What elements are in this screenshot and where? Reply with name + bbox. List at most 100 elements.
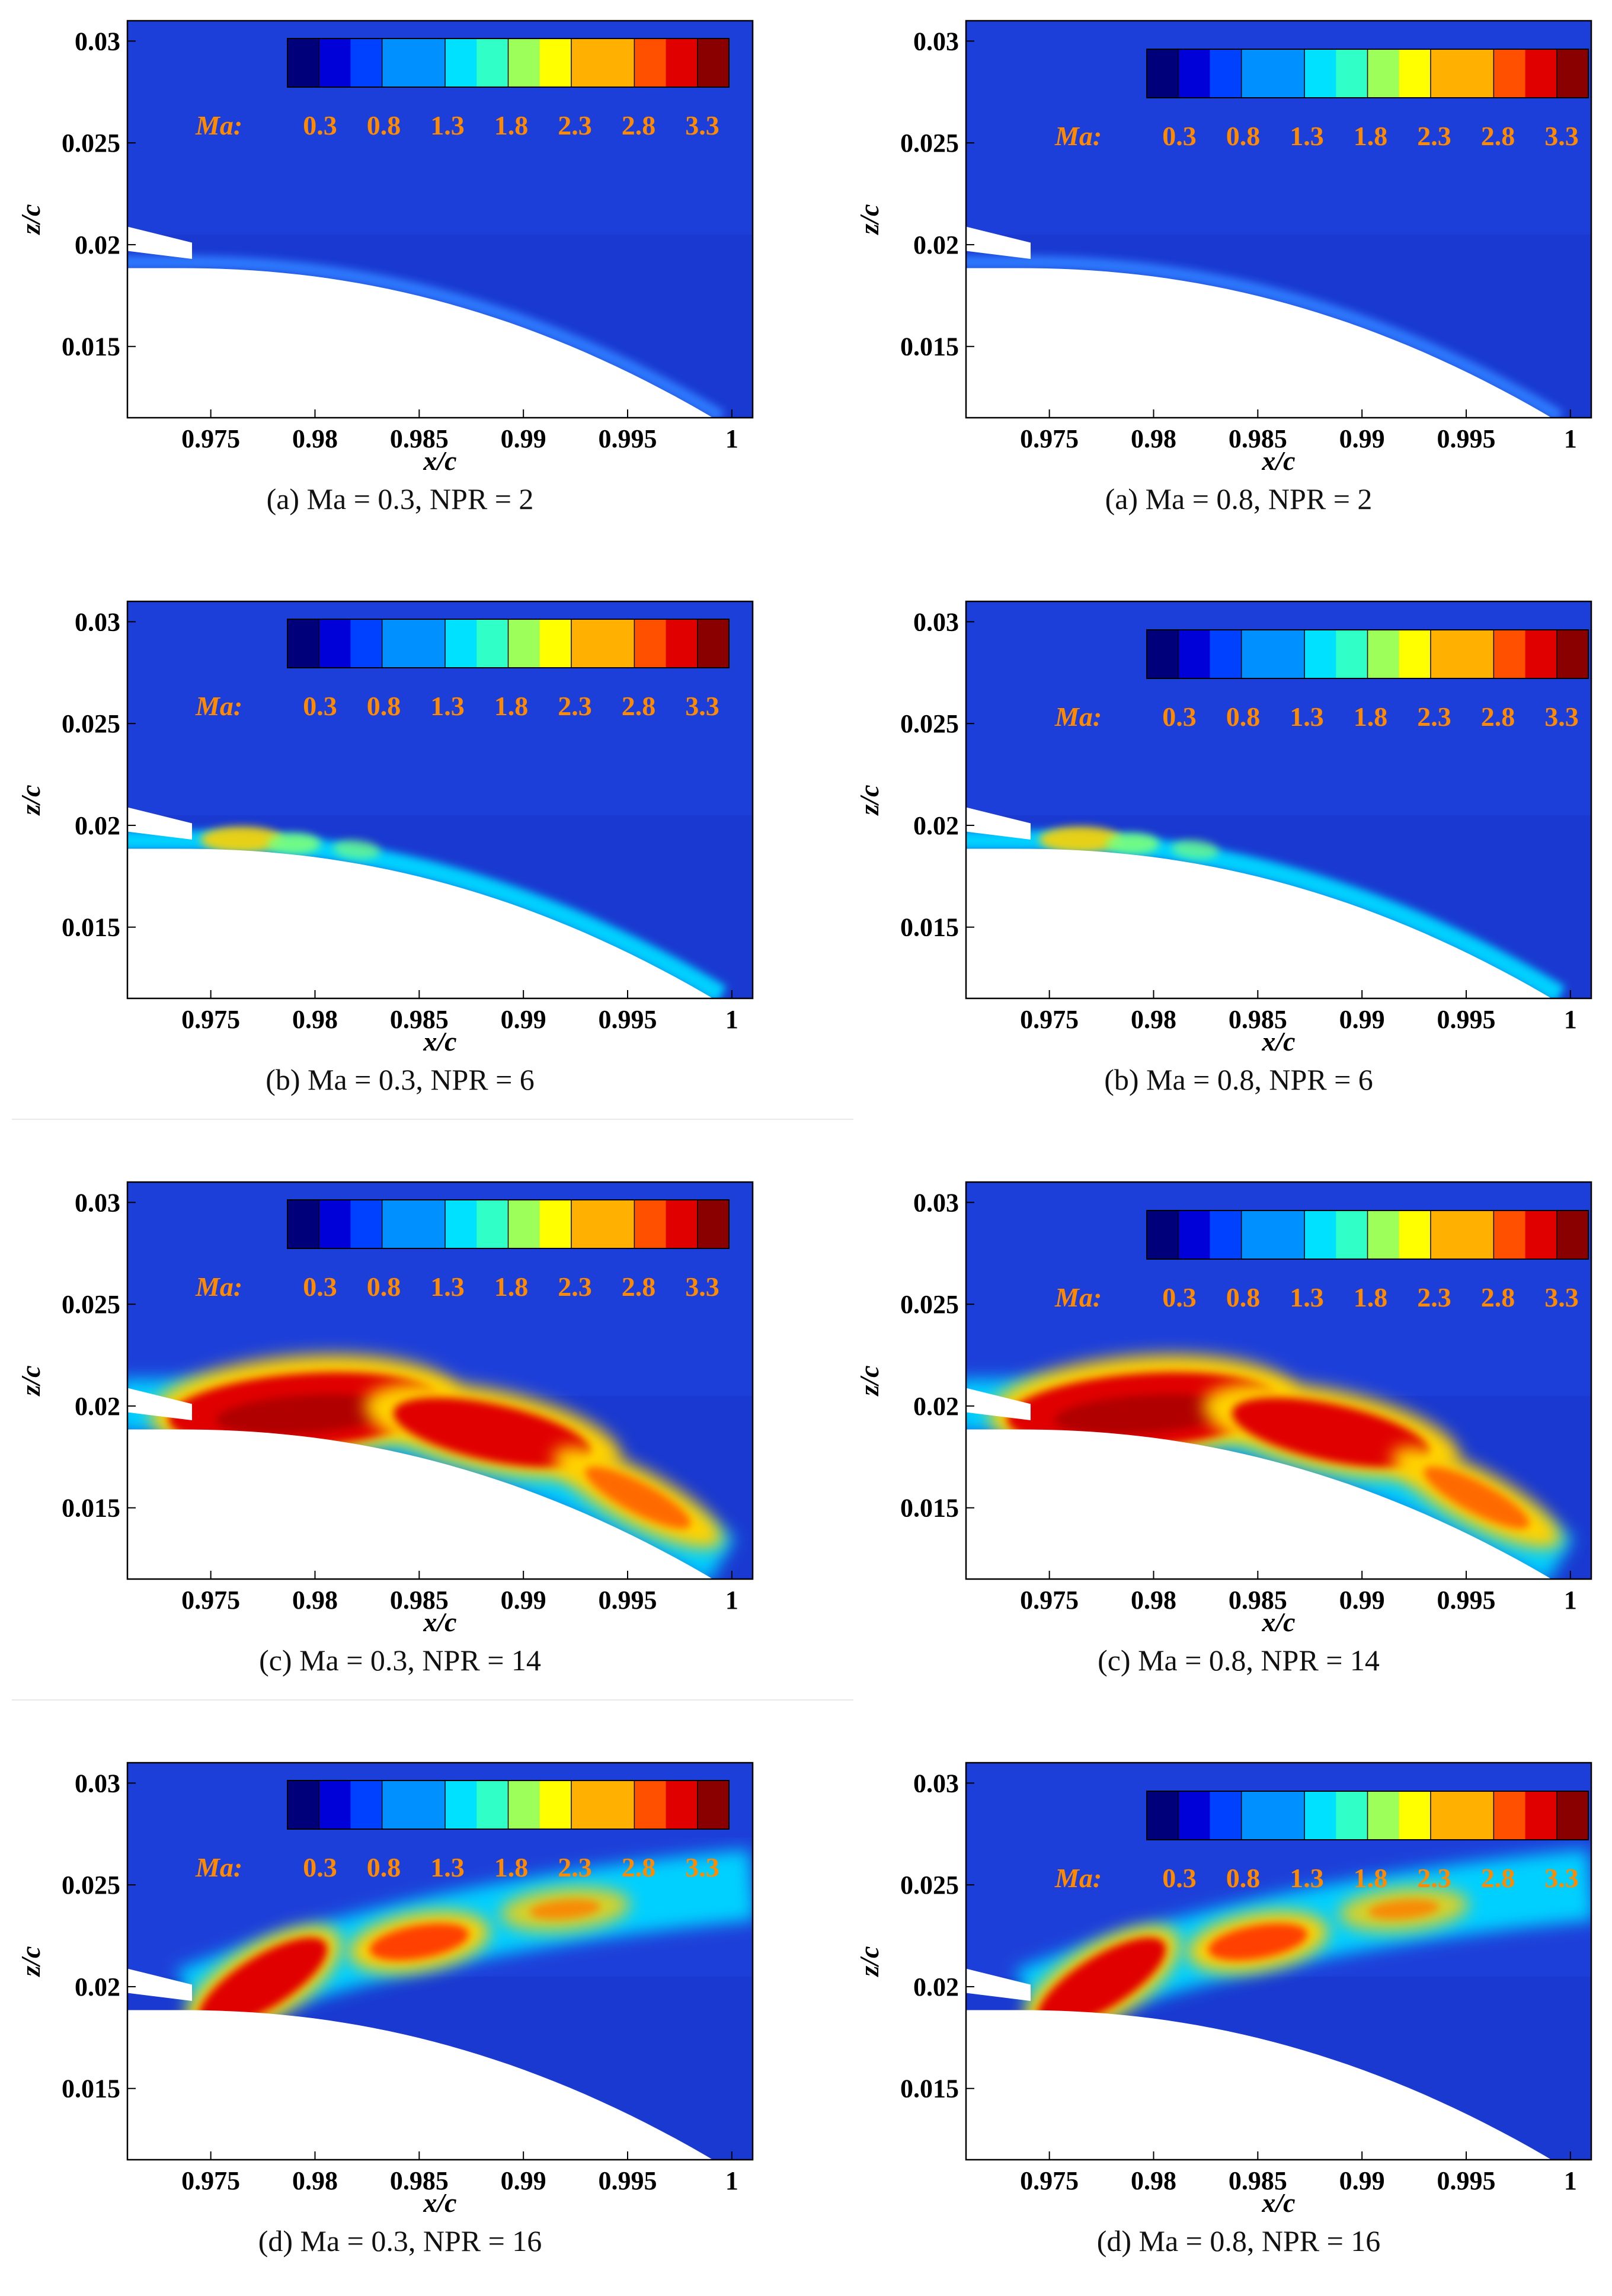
y-tick-label: 0.03 [913, 607, 959, 636]
colorbar-tick-label: 1.3 [1290, 121, 1324, 151]
colorbar-swatch [1241, 630, 1274, 678]
colorbar-tick-label: 3.3 [685, 1272, 719, 1302]
colorbar-tick-label: 1.8 [494, 691, 529, 721]
colorbar-swatch [697, 619, 730, 668]
colorbar-title: Ma: [1054, 1282, 1102, 1312]
colorbar-swatch [634, 1200, 667, 1248]
colorbar-swatch [1336, 49, 1368, 98]
panel-row1-left: 0.975 0.98 0.985 0.99 0.995 1 0.03 0.025 0.02 0.0… [3, 3, 797, 554]
x-tick-label: 0.99 [501, 424, 546, 453]
y-tick-label: 0.015 [62, 2074, 120, 2103]
colorbar-swatch [1399, 49, 1431, 98]
nozzle-lip [127, 1388, 193, 1420]
jet-plume [127, 1354, 735, 1579]
colorbar-swatch [350, 1200, 383, 1248]
colorbar-swatch [1147, 630, 1179, 678]
colorbar-tick-label: 1.3 [430, 110, 465, 140]
x-tick-label: 0.985 [390, 1005, 449, 1034]
colorbar-swatch [1147, 1211, 1179, 1259]
y-tick-label: 0.015 [62, 332, 120, 361]
y-tick-label: 0.015 [900, 332, 959, 361]
x-tick-label: 0.98 [1131, 424, 1176, 453]
x-axis-label: x/c [1261, 1026, 1295, 1056]
colorbar-tick-label: 2.3 [558, 691, 592, 721]
y-tick-label: 0.02 [75, 230, 120, 260]
y-axis-label: z/c [854, 204, 884, 235]
airfoil-surface [127, 2010, 713, 2160]
colorbar-swatch [1304, 630, 1336, 678]
airfoil-surface [127, 1429, 713, 1579]
x-tick-label: 0.985 [1229, 424, 1287, 453]
x-tick-label: 0.995 [599, 2166, 657, 2195]
colorbar-swatch [539, 619, 572, 668]
colorbar-swatch [1210, 630, 1242, 678]
colorbar-swatch [1430, 49, 1463, 98]
x-tick-label: 0.985 [390, 424, 449, 453]
colorbar-swatch [634, 619, 667, 668]
colorbar-swatch [1493, 1791, 1526, 1840]
colorbar-swatch [1147, 1791, 1179, 1840]
colorbar-swatch [603, 1781, 635, 1829]
x-tick-label: 0.995 [1437, 1005, 1496, 1034]
x-tick-label: 0.99 [1339, 424, 1385, 453]
nozzle-lip [966, 1388, 1031, 1420]
nozzle-lip [966, 226, 1031, 259]
colorbar-tick-label: 0.8 [367, 1852, 401, 1882]
x-tick-label: 1 [1564, 1005, 1577, 1034]
colorbar-swatch [1525, 1791, 1557, 1840]
x-axis-label: x/c [423, 1607, 456, 1637]
colorbar-swatch [1336, 630, 1368, 678]
x-tick-label: 0.975 [181, 2166, 240, 2195]
y-tick-label: 0.015 [900, 2074, 959, 2103]
airfoil-surface [127, 848, 713, 998]
colorbar-swatch [1462, 1791, 1494, 1840]
colorbar: Ma: 0.3 0.8 1.3 1.8 2.3 2.8 3.3 [195, 1199, 730, 1302]
panel-caption: (a) Ma = 0.8, NPR = 2 [1105, 482, 1373, 515]
colorbar-swatch [382, 619, 414, 668]
y-axis-label: z/c [854, 1365, 884, 1397]
x-tick-label: 0.99 [501, 1586, 546, 1615]
colorbar-swatch [1462, 1211, 1494, 1259]
x-tick-label: 0.99 [501, 2166, 546, 2195]
y-axis-label: z/c [15, 204, 46, 235]
panel-row3-right: 0.975 0.98 0.985 0.99 0.995 1 0.03 0.025 0.02 0.0… [842, 1164, 1612, 1715]
panel-row2-left: 0.975 0.98 0.985 0.99 0.995 1 0.03 0.025 0.02 0.0… [3, 584, 797, 1135]
colorbar-swatch [319, 619, 351, 668]
colorbar-swatch [571, 39, 603, 87]
contour-plot: 0.975 0.98 0.985 0.99 0.995 1 0.03 0.025 0.02 0.0… [15, 600, 754, 1056]
colorbar-swatch [445, 1200, 477, 1248]
y-tick-label: 0.03 [75, 1188, 120, 1217]
colorbar-title: Ma: [1054, 121, 1102, 151]
panel-caption: (b) Ma = 0.3, NPR = 6 [266, 1063, 535, 1096]
y-tick-label: 0.03 [75, 1769, 120, 1798]
colorbar-swatch [1178, 1211, 1210, 1259]
plot-frame [126, 600, 754, 1000]
colorbar-swatch [571, 1200, 603, 1248]
colorbar-swatch [1178, 49, 1210, 98]
colorbar-swatch [350, 39, 383, 87]
airfoil-surface [966, 2010, 1552, 2160]
colorbar-swatch [319, 1200, 351, 1248]
colorbar-tick-label: 3.3 [1544, 702, 1579, 732]
colorbar-swatch [350, 619, 383, 668]
colorbar-tick-label: 1.3 [1290, 702, 1324, 732]
colorbar: Ma: 0.3 0.8 1.3 1.8 2.3 2.8 3.3 [195, 619, 730, 721]
y-tick-label: 0.025 [62, 1871, 120, 1900]
colorbar: Ma: 0.3 0.8 1.3 1.8 2.3 2.8 3.3 [195, 1780, 730, 1882]
colorbar-swatch [1241, 49, 1274, 98]
y-tick-label: 0.015 [62, 913, 120, 942]
y-tick-label: 0.025 [900, 1871, 959, 1900]
colorbar-swatch [319, 1781, 351, 1829]
jet-plume [127, 255, 725, 418]
colorbar-swatch [666, 39, 698, 87]
y-tick-label: 0.03 [75, 27, 120, 56]
x-axis-label: x/c [423, 1026, 456, 1056]
x-tick-label: 0.975 [1020, 424, 1079, 453]
x-tick-label: 0.99 [501, 1005, 546, 1034]
x-tick-label: 0.995 [599, 1586, 657, 1615]
colorbar-tick-label: 2.8 [1481, 1282, 1515, 1312]
colorbar-swatch [287, 1200, 319, 1248]
colorbar-tick-label: 1.8 [1354, 121, 1388, 151]
y-tick-label: 0.03 [913, 27, 959, 56]
x-tick-label: 0.985 [1229, 1586, 1287, 1615]
